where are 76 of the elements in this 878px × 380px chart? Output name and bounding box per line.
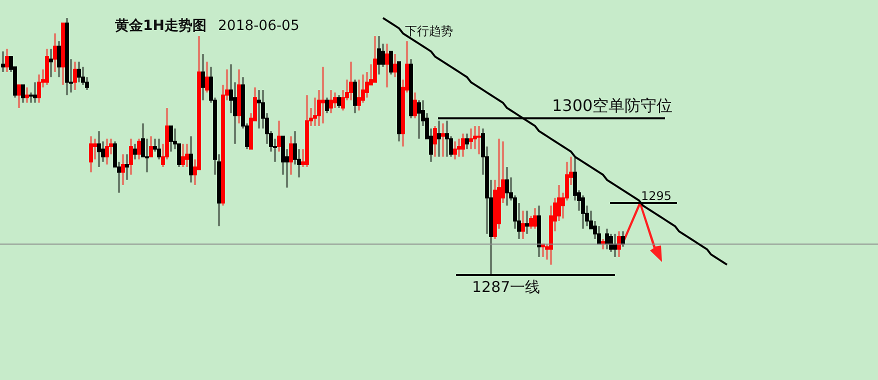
- candlestick: [477, 125, 481, 155]
- candlestick: [453, 140, 457, 160]
- annotation: 下行趋势: [405, 24, 453, 38]
- candlestick: [617, 230, 621, 258]
- candlestick: [49, 48, 53, 78]
- candlestick: [45, 48, 49, 86]
- candlestick: [433, 125, 437, 158]
- candlestick: [257, 89, 261, 130]
- candlestick: [385, 43, 389, 88]
- candlestick: [349, 61, 353, 101]
- chart-title: 黄金1H走势图: [114, 18, 206, 34]
- candlestick: [121, 154, 125, 186]
- candlestick: [17, 84, 21, 108]
- candlestick: [185, 143, 189, 168]
- candlestick: [129, 138, 133, 176]
- candlestick: [409, 58, 413, 119]
- candlestick: [389, 50, 393, 76]
- candlestick: [445, 120, 449, 158]
- candlestick: [337, 94, 341, 108]
- text: 1287一线: [472, 278, 540, 296]
- candlestick: [21, 84, 25, 104]
- candlestick: [53, 32, 57, 72]
- candlestick: [441, 122, 445, 158]
- candlestick: [437, 120, 441, 158]
- candlestick: [321, 66, 325, 124]
- candlestick: [417, 100, 421, 140]
- candlestick: [125, 154, 129, 180]
- candlestick: [393, 53, 397, 78]
- candlestick: [205, 61, 209, 94]
- candlestick: [57, 40, 61, 78]
- candlestick: [201, 53, 205, 101]
- candlestick: [533, 208, 537, 230]
- candlestick: [25, 86, 29, 104]
- candlestick: [133, 143, 137, 160]
- candlestick: [505, 166, 509, 206]
- candlestick: [461, 133, 465, 158]
- candlestick: [181, 143, 185, 168]
- candlestick: [305, 94, 309, 168]
- candlestick: [1, 50, 5, 72]
- candlestick: [105, 138, 109, 165]
- candlestick: [325, 97, 329, 114]
- candlestick: [541, 244, 545, 258]
- candlestick: [465, 133, 469, 150]
- candlestick: [61, 22, 65, 86]
- chart-subtitle: 2018-06-05: [218, 18, 300, 34]
- candlestick: [137, 138, 141, 160]
- candlestick: [469, 128, 473, 150]
- candlestick: [89, 136, 93, 173]
- candlestick: [525, 210, 529, 234]
- candlestick: [65, 18, 69, 96]
- candlestick: [353, 79, 357, 114]
- candlestick: [169, 125, 173, 152]
- candlestick: [237, 68, 241, 124]
- candlestick: [5, 48, 9, 72]
- candlestick: [189, 136, 193, 183]
- candlestick: [605, 228, 609, 250]
- annotation: 1300空单防守位: [552, 96, 673, 115]
- candlestick: [373, 35, 377, 83]
- candlestick: [521, 210, 525, 240]
- candlestick: [77, 61, 81, 83]
- candlestick: [473, 125, 477, 150]
- candlestick: [33, 82, 37, 104]
- candlestick: [73, 61, 77, 90]
- candlestick: [277, 120, 281, 152]
- candlestick: [289, 136, 293, 176]
- candlestick: [413, 92, 417, 119]
- annotation: 1295: [641, 189, 672, 203]
- candlestick: [537, 205, 541, 258]
- candlestick: [329, 89, 333, 114]
- candlestick: [377, 35, 381, 76]
- candlestick: [157, 138, 161, 160]
- candlestick: [621, 230, 625, 248]
- candlestick: [149, 136, 153, 158]
- candlestick: [397, 61, 401, 142]
- candlestick: [97, 130, 101, 168]
- candlestick: [613, 233, 617, 258]
